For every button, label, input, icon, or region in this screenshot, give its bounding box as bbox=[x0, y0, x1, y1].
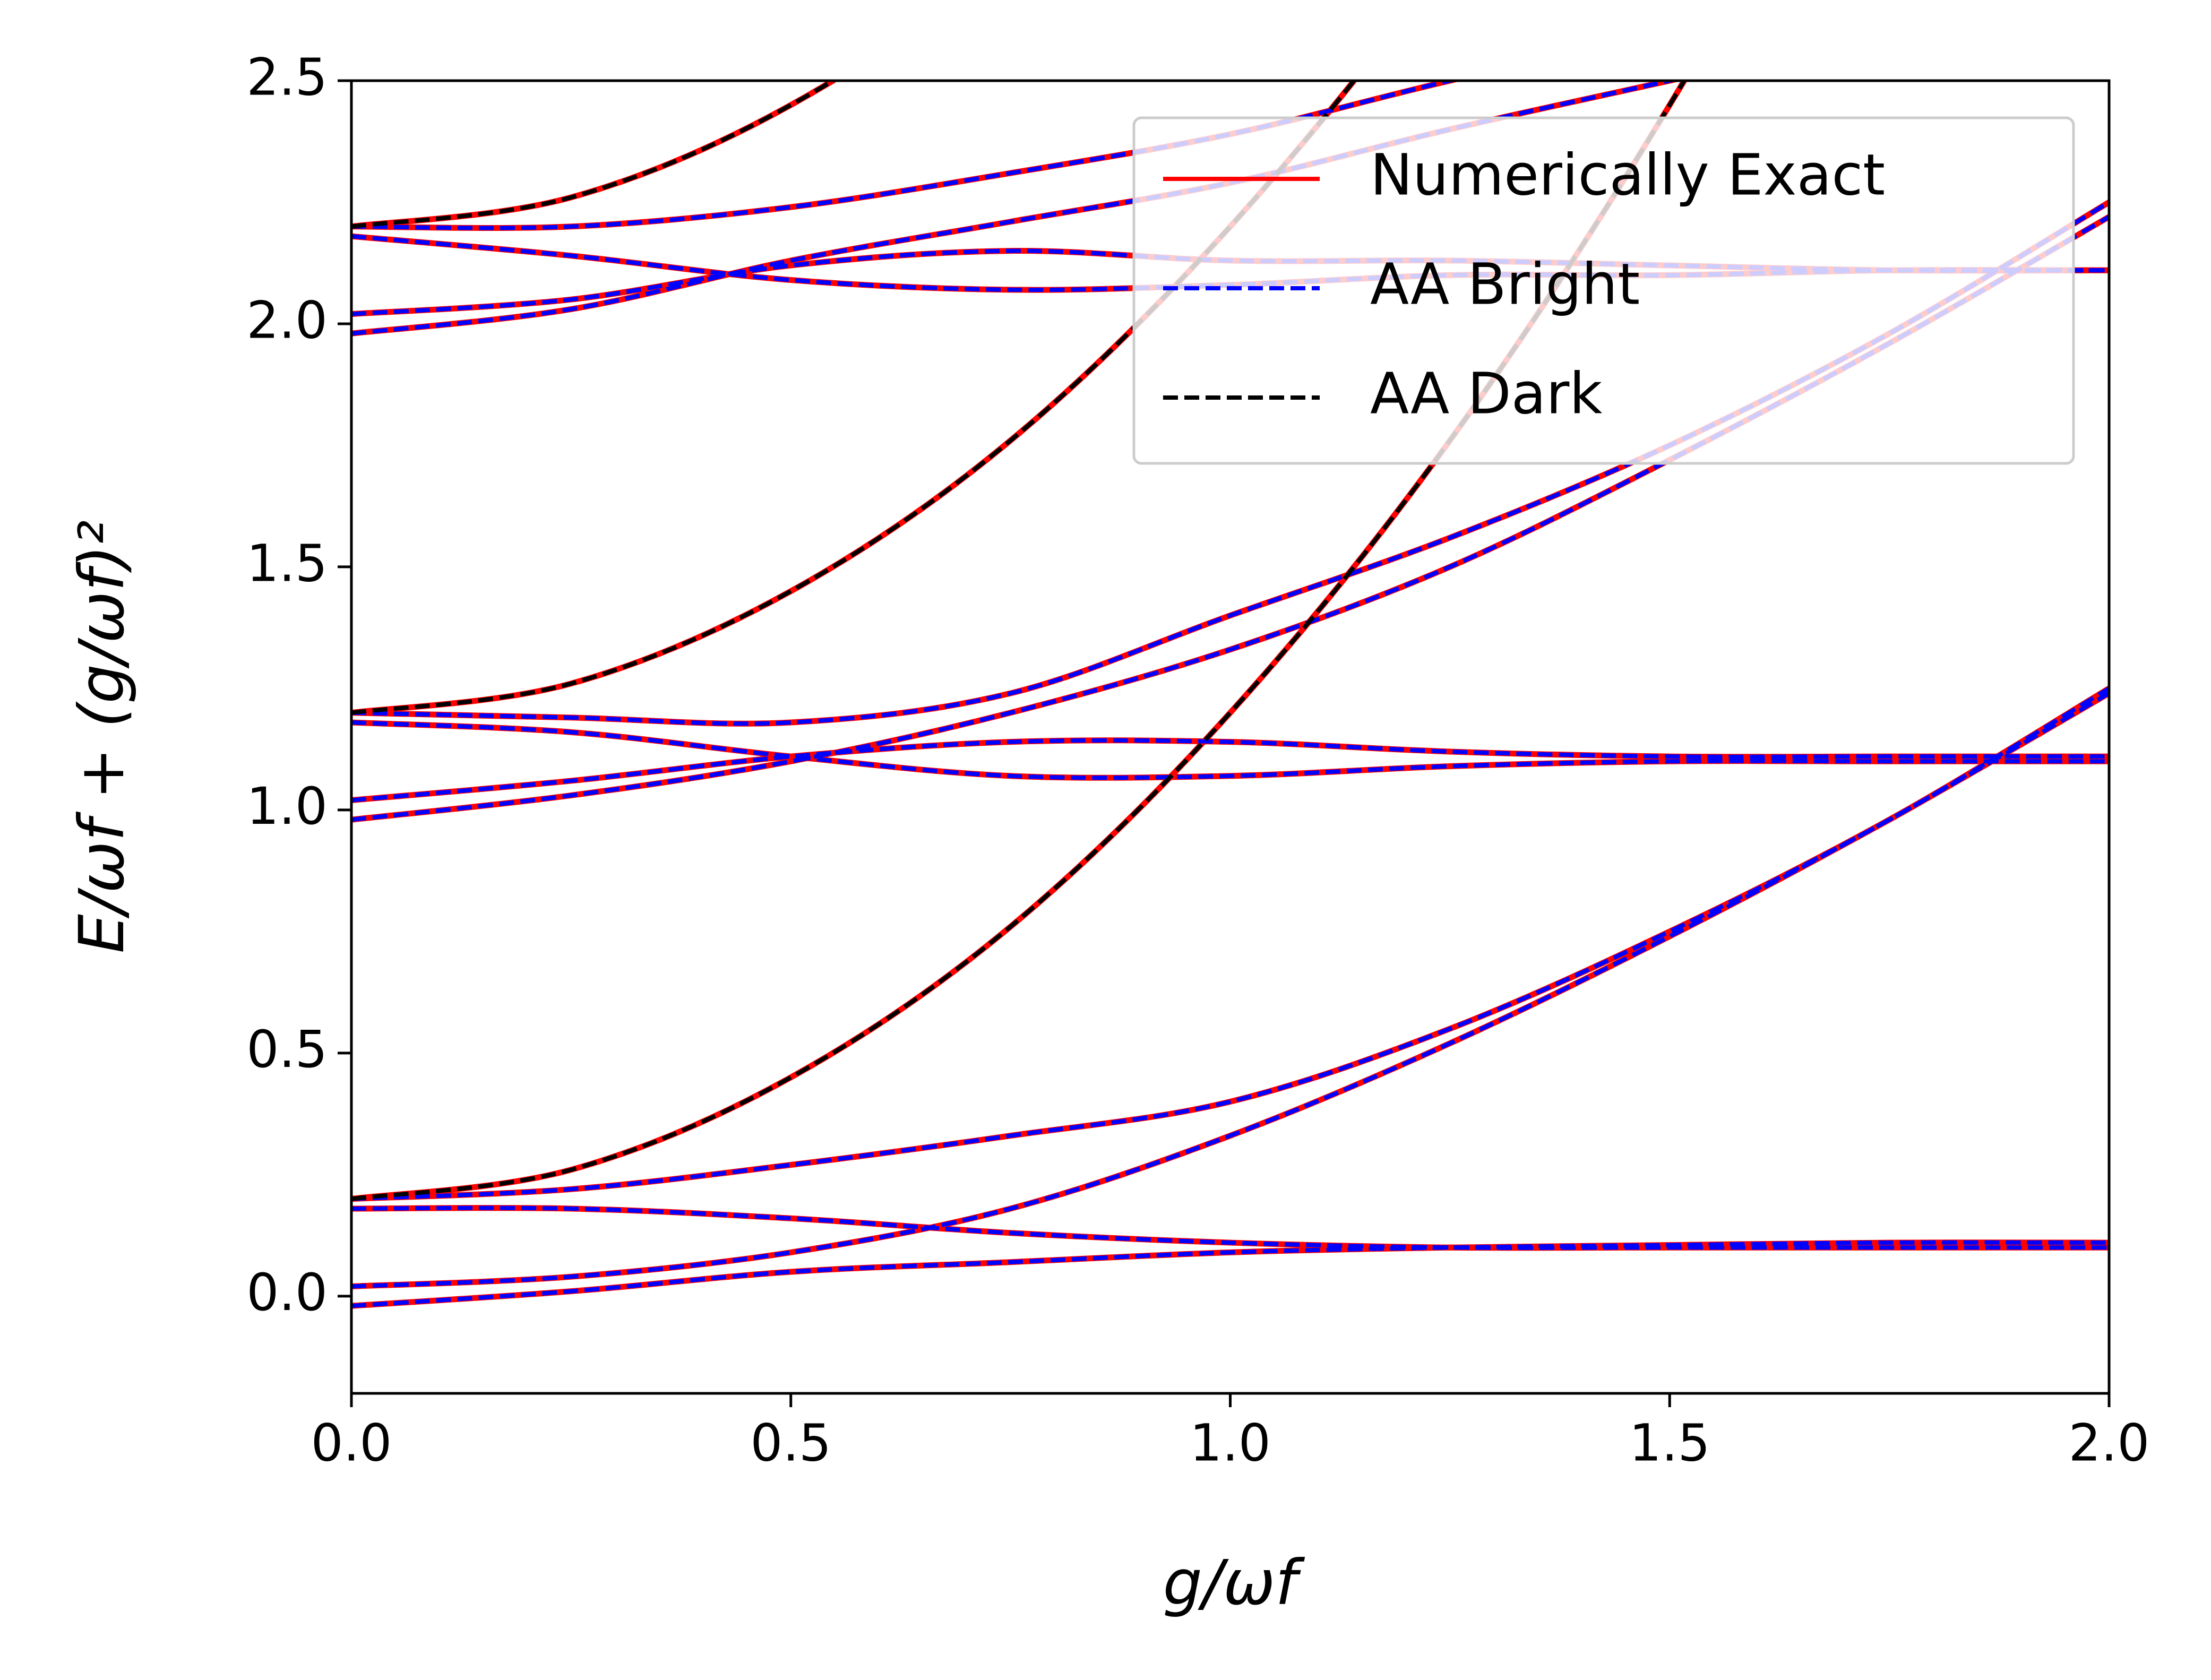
series-line bbox=[351, 81, 839, 230]
legend-box bbox=[1132, 116, 2075, 465]
y-tick-label: 1.5 bbox=[246, 533, 328, 593]
x-tick-label: 0.0 bbox=[311, 1413, 392, 1472]
legend-label: AA Bright bbox=[1370, 252, 1640, 317]
y-tick-label: 2.5 bbox=[246, 47, 328, 107]
series-line bbox=[351, 81, 1460, 230]
series-line bbox=[351, 81, 1687, 1201]
y-tick-label: 2.0 bbox=[246, 290, 328, 350]
series-line bbox=[351, 1240, 2109, 1308]
series-line bbox=[351, 1205, 2109, 1250]
y-tick-label: 0.5 bbox=[246, 1020, 328, 1079]
series-line bbox=[351, 720, 2109, 780]
x-tick-label: 0.5 bbox=[750, 1413, 831, 1472]
y-tick-label: 1.0 bbox=[246, 777, 328, 836]
x-tick-label: 2.0 bbox=[2069, 1413, 2150, 1472]
x-tick-label: 1.5 bbox=[1629, 1413, 1710, 1472]
series-line bbox=[351, 691, 2109, 1289]
y-tick-label: 0.0 bbox=[246, 1263, 328, 1322]
series-line bbox=[351, 738, 2109, 803]
y-axis-label: E/ωf + (g/ωf)² bbox=[65, 520, 138, 953]
x-tick-label: 1.0 bbox=[1190, 1413, 1271, 1472]
legend-label: Numerically Exact bbox=[1370, 142, 1885, 208]
legend-label: AA Dark bbox=[1370, 361, 1602, 427]
x-axis-label: g/ωf bbox=[1163, 1546, 1305, 1619]
